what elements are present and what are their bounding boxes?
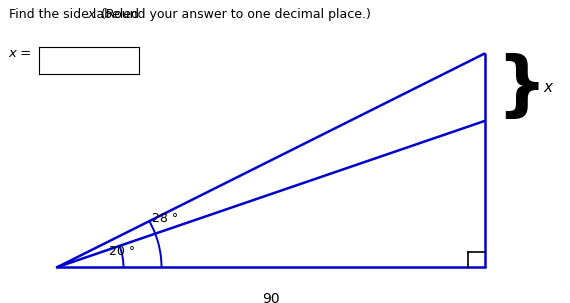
Text: x =: x = bbox=[9, 47, 32, 60]
Text: 28 °: 28 ° bbox=[152, 212, 179, 225]
Text: x: x bbox=[544, 80, 553, 95]
Text: }: } bbox=[496, 53, 547, 122]
Text: Find the side labeled: Find the side labeled bbox=[9, 8, 142, 21]
Text: 90: 90 bbox=[262, 292, 279, 303]
Text: . (Round your answer to one decimal place.): . (Round your answer to one decimal plac… bbox=[93, 8, 370, 21]
Text: 20 °: 20 ° bbox=[109, 245, 135, 258]
Text: x: x bbox=[88, 8, 95, 21]
